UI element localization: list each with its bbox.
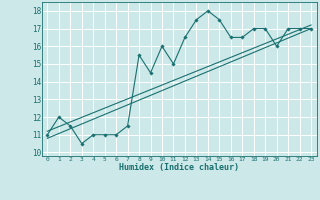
X-axis label: Humidex (Indice chaleur): Humidex (Indice chaleur) <box>119 163 239 172</box>
